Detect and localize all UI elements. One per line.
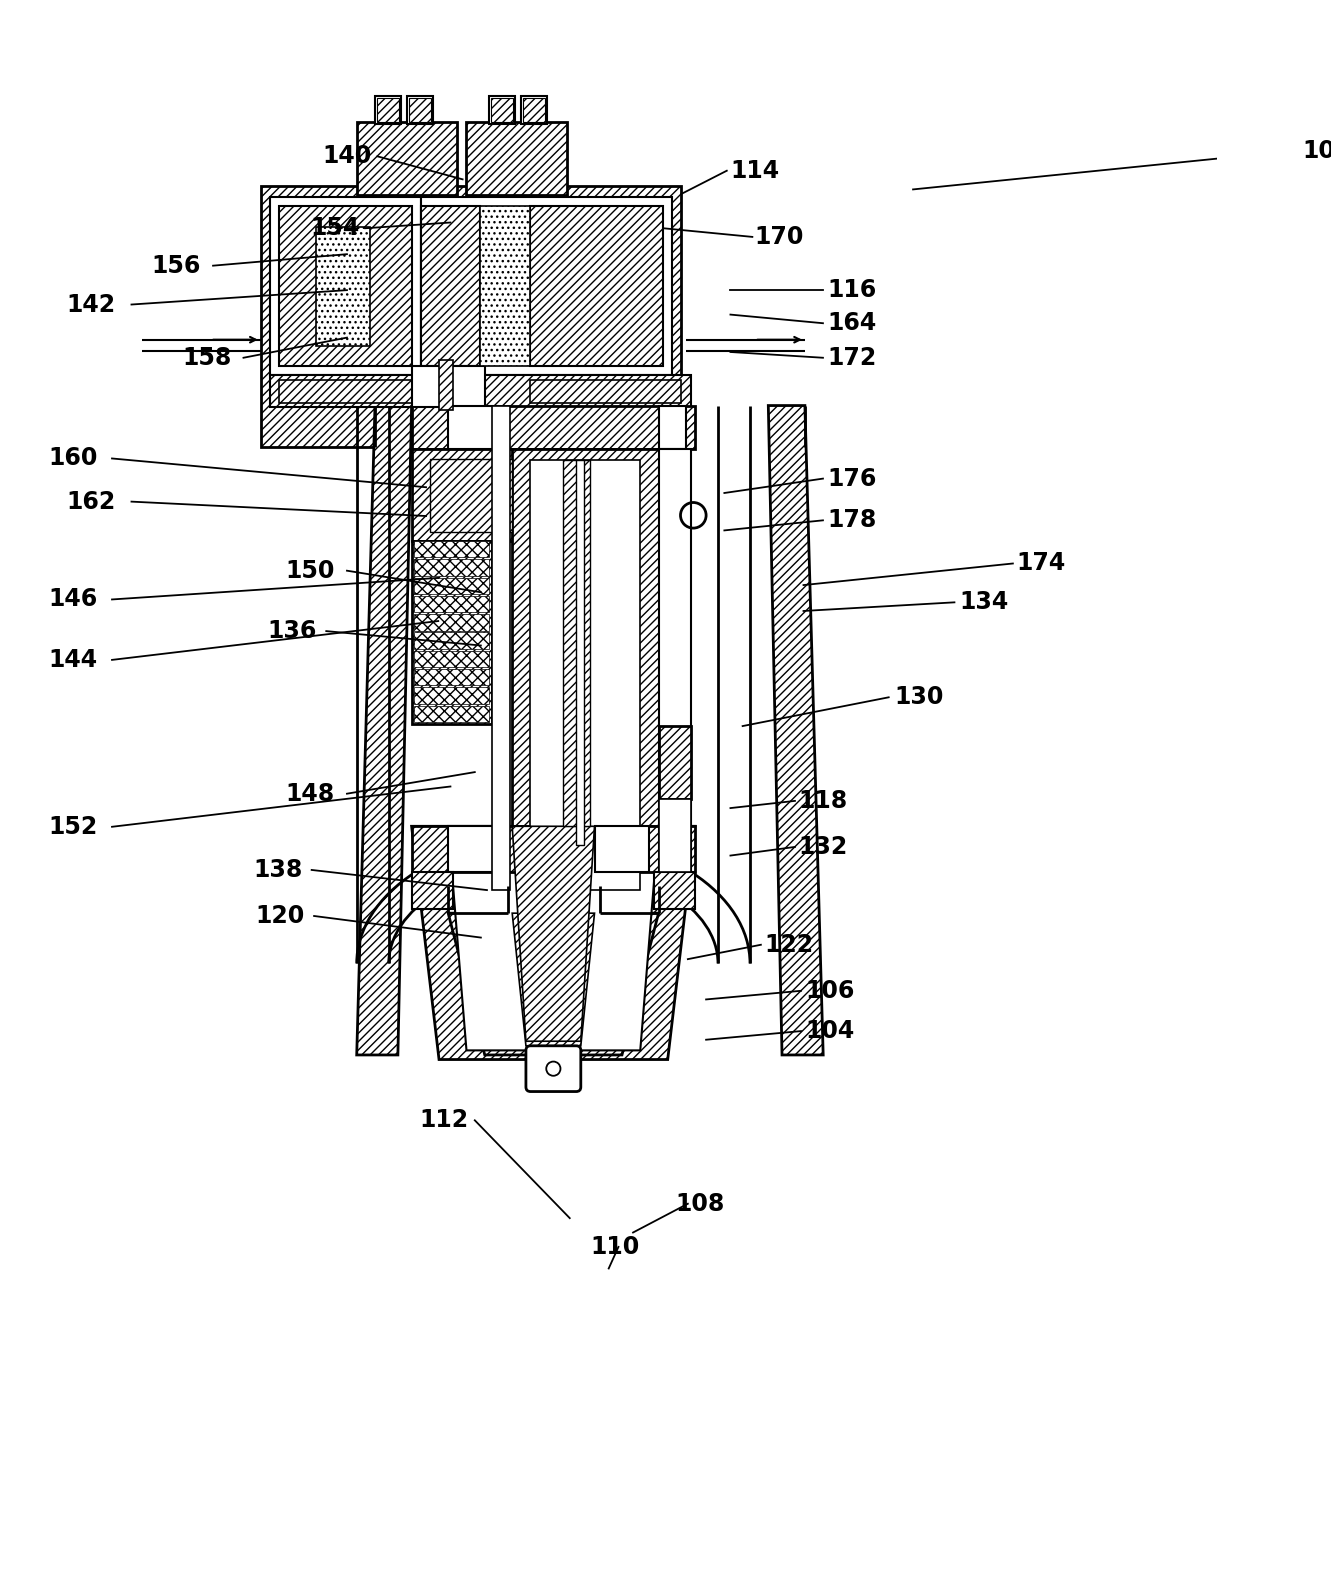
Text: 162: 162	[67, 489, 116, 514]
Text: 130: 130	[894, 686, 944, 709]
Bar	[659, 799, 691, 871]
Bar	[411, 450, 531, 541]
Bar	[421, 206, 480, 367]
Bar	[466, 123, 567, 195]
Bar	[576, 461, 583, 845]
Text: 110: 110	[590, 1235, 639, 1258]
Bar	[659, 406, 685, 450]
Bar	[531, 206, 663, 367]
Bar	[531, 381, 681, 403]
Text: 122: 122	[764, 933, 813, 956]
Text: 132: 132	[799, 835, 848, 859]
Bar	[421, 197, 672, 376]
Bar	[414, 706, 490, 722]
Bar	[411, 367, 484, 407]
Text: 172: 172	[828, 346, 877, 370]
Text: 156: 156	[152, 253, 201, 278]
Text: 178: 178	[828, 508, 877, 532]
Text: 136: 136	[268, 620, 317, 643]
Circle shape	[546, 1062, 560, 1076]
Bar	[409, 98, 431, 123]
Polygon shape	[449, 914, 659, 1055]
Text: 114: 114	[731, 159, 780, 182]
Text: 170: 170	[755, 225, 804, 249]
Bar	[430, 459, 512, 532]
Bar	[414, 651, 490, 667]
Bar	[377, 98, 399, 123]
Text: 118: 118	[799, 790, 848, 813]
Polygon shape	[449, 826, 659, 1051]
Bar	[491, 98, 514, 123]
Text: 160: 160	[48, 447, 97, 470]
Text: 176: 176	[828, 467, 877, 491]
Text: 148: 148	[286, 782, 335, 805]
Bar	[411, 826, 695, 871]
Polygon shape	[768, 406, 823, 1055]
Text: 108: 108	[675, 1192, 724, 1216]
Text: 152: 152	[48, 815, 97, 838]
Text: 142: 142	[67, 293, 116, 316]
Polygon shape	[357, 406, 411, 1055]
Polygon shape	[512, 914, 595, 1046]
Bar	[480, 206, 531, 367]
Bar	[315, 227, 370, 346]
Polygon shape	[512, 826, 595, 1041]
Text: 104: 104	[805, 1019, 855, 1043]
Text: 120: 120	[256, 904, 305, 928]
Text: 134: 134	[960, 590, 1009, 615]
Bar	[414, 596, 490, 612]
Polygon shape	[411, 826, 695, 1060]
Bar	[563, 461, 590, 826]
Bar	[270, 376, 691, 407]
Bar	[357, 123, 458, 195]
Bar	[411, 406, 695, 450]
Bar	[654, 871, 695, 909]
Bar	[270, 197, 421, 376]
Bar	[280, 206, 411, 367]
Bar	[492, 406, 510, 890]
Bar	[411, 541, 492, 724]
Bar	[414, 632, 490, 648]
Text: 116: 116	[828, 278, 877, 302]
Bar	[414, 560, 490, 576]
Bar	[414, 687, 490, 703]
Text: 164: 164	[828, 311, 877, 335]
Bar	[411, 871, 453, 909]
Text: 150: 150	[286, 558, 335, 582]
Bar	[531, 461, 640, 890]
Text: 146: 146	[48, 587, 97, 612]
Bar	[414, 669, 490, 686]
Bar	[439, 360, 453, 411]
Text: 106: 106	[805, 978, 855, 1004]
Bar	[490, 96, 515, 124]
Bar	[659, 450, 691, 898]
Bar	[512, 450, 659, 898]
Bar	[522, 96, 547, 124]
Text: 138: 138	[253, 857, 302, 882]
Bar	[280, 381, 411, 403]
Text: 140: 140	[322, 145, 371, 168]
Text: 112: 112	[419, 1109, 469, 1133]
Bar	[659, 725, 691, 799]
Bar	[414, 613, 490, 631]
Bar	[595, 826, 650, 871]
Bar	[261, 186, 681, 447]
Bar	[523, 98, 546, 123]
Bar	[414, 541, 490, 557]
Bar	[375, 96, 401, 124]
Text: 174: 174	[1017, 552, 1066, 576]
Bar	[414, 577, 490, 595]
Bar	[449, 406, 499, 450]
Text: 100: 100	[1302, 138, 1331, 162]
Bar	[407, 96, 433, 124]
Circle shape	[548, 1063, 559, 1074]
Text: 154: 154	[310, 216, 359, 241]
Text: 144: 144	[48, 648, 97, 672]
Bar	[449, 826, 499, 871]
FancyBboxPatch shape	[526, 1046, 580, 1092]
Text: 158: 158	[182, 346, 232, 370]
